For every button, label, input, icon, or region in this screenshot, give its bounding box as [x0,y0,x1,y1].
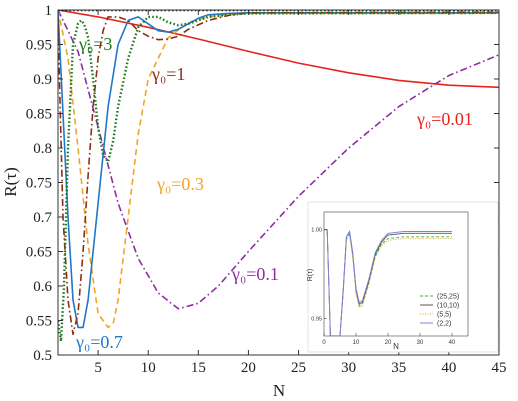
y-tick-label-4: 0.7 [33,210,52,226]
x-tick-label-1: 10 [141,360,156,376]
inset-axis-ticks: 0 10 20 30 40 0.95 1.00 [311,228,456,346]
x-tick-label-2: 15 [191,360,206,376]
y-tick-label-1: 0.55 [26,314,52,330]
inset-series-line-3 [324,229,452,336]
series-line-2 [58,10,499,329]
x-tick-label-7: 40 [441,360,456,376]
inset-x-tick-label-3: 30 [417,340,424,346]
y-tick-label-9: 0.95 [26,38,52,54]
inset-legend: (25,25) (10,10) (5,5) (2,2) [420,294,459,328]
inset-x-tick-label-4: 40 [449,340,456,346]
series-line-1 [58,10,499,310]
x-tick-label-3: 20 [241,360,256,376]
inset-x-axis-label: N [393,342,399,351]
x-tick-label-8: 45 [492,360,507,376]
y-tick-label-8: 0.9 [33,72,52,88]
series-line-5 [58,11,499,343]
inset-plot-frame [323,211,469,337]
annotation-gamma-0-7: γ₀=0.7 [75,332,123,352]
x-tick-label-0: 5 [94,360,102,376]
main-axis-ticks: 5 10 15 20 25 30 35 40 450.50.550.60.650.70.750.… [26,3,507,376]
inset-x-tick-label-0: 0 [322,340,326,346]
inset-background [307,201,499,353]
y-tick-label-7: 0.85 [26,107,52,123]
annotation-gamma-0-1: γ₀=0.1 [231,264,279,284]
inset-legend-label-2: (5,5) [437,312,451,319]
inset-y-tick-label-0: 0.95 [311,316,322,322]
annotation-gamma-1: γ₀=1 [151,64,185,84]
inset-x-tick-label-1: 10 [353,340,360,346]
inset-series [324,229,452,336]
y-tick-label-10: 1 [45,3,53,19]
inset-legend-label-0: (25,25) [437,294,459,301]
y-axis-label: R(τ) [1,167,20,197]
series-line-3 [58,10,499,329]
series-line-4 [58,11,499,336]
inset-legend-label-3: (2,2) [437,321,451,328]
x-tick-label-4: 25 [291,360,306,376]
inset-chart: 0 10 20 30 400.951.00 R(τ) N (25,25)(10,10)(… [307,201,499,353]
inset-series-line-2 [324,229,452,336]
curve-annotations: γ₀=0.01 γ₀=0.1 γ₀=0.3 γ₀=0.7 γ₀=1 γ₀=3 [75,34,473,352]
y-tick-label-6: 0.8 [33,141,52,157]
annotation-gamma-0-01: γ₀=0.01 [416,109,473,129]
x-tick-label-5: 30 [341,360,356,376]
y-tick-label-5: 0.75 [26,176,52,192]
y-tick-label-3: 0.65 [26,245,52,261]
y-tick-label-2: 0.6 [33,279,52,295]
annotation-gamma-3: γ₀=3 [78,34,112,54]
y-tick-label-0: 0.5 [33,348,52,364]
inset-legend-label-1: (10,10) [437,303,459,310]
inset-y-tick-label-1: 1.00 [311,228,322,234]
x-tick-label-6: 35 [391,360,406,376]
x-axis-label: N [273,381,285,400]
inset-y-axis-label: R(τ) [307,269,314,281]
series-line-0 [58,10,499,89]
annotation-gamma-0-3: γ₀=0.3 [156,174,204,194]
main-plot-series [58,10,499,343]
inset-x-tick-label-2: 20 [385,340,392,346]
